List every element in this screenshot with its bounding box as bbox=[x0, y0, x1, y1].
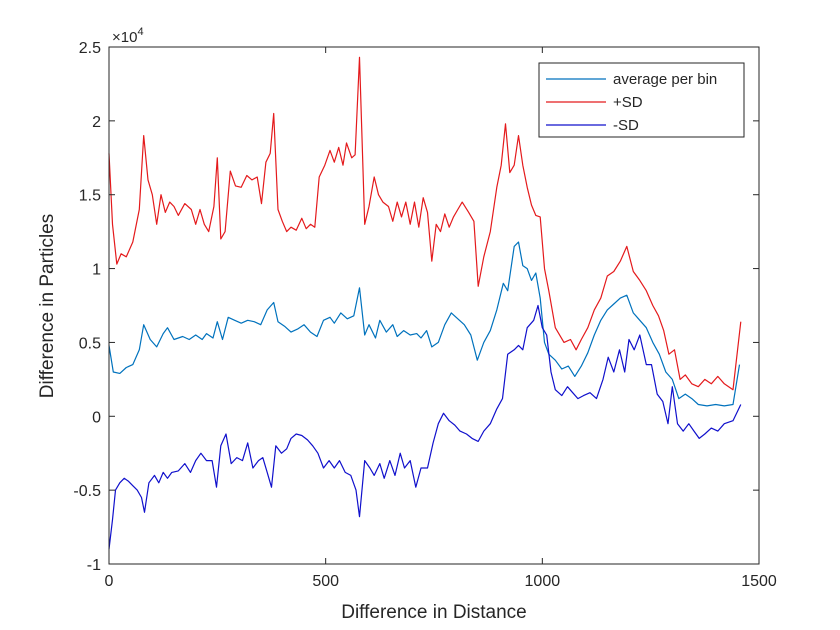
x-tick-label: 0 bbox=[105, 573, 114, 590]
y-tick-label: -0.5 bbox=[73, 483, 101, 500]
y-tick-label: 2 bbox=[92, 114, 101, 131]
series-line-0 bbox=[108, 241, 741, 407]
y-tick-label: -1 bbox=[87, 557, 101, 574]
y-exponent-power: 4 bbox=[137, 26, 143, 38]
y-tick-label: 1 bbox=[92, 262, 101, 279]
y-axis-ticks: -1 -0.5 0 0.5 1 1.5 2 2.5 bbox=[73, 40, 759, 574]
y-tick-label: 1.5 bbox=[79, 188, 101, 205]
x-tick-label: 1000 bbox=[525, 573, 561, 590]
legend-label-2: -SD bbox=[613, 117, 639, 134]
legend-entries: average per bin +SD -SD bbox=[546, 71, 717, 134]
series-line-2 bbox=[108, 304, 742, 550]
x-tick-label: 500 bbox=[312, 573, 339, 590]
y-axis-label: Difference in Particles bbox=[37, 214, 58, 398]
x-axis-label: Difference in Distance bbox=[341, 602, 527, 623]
plot-frame bbox=[108, 46, 760, 565]
y-tick-label: 2.5 bbox=[79, 40, 101, 57]
y-tick-label: 0 bbox=[92, 409, 101, 426]
legend-label-1: +SD bbox=[613, 94, 643, 111]
legend-label-0: average per bin bbox=[613, 71, 717, 88]
series-layer bbox=[108, 56, 742, 550]
y-exponent-label: ×104 bbox=[112, 26, 144, 46]
x-axis-ticks: 0 500 1000 1500 bbox=[105, 47, 777, 590]
x-tick-label: 1500 bbox=[741, 573, 777, 590]
legend: average per bin +SD -SD bbox=[538, 62, 745, 138]
series-line-1 bbox=[108, 56, 742, 391]
y-tick-label: 0.5 bbox=[79, 335, 101, 352]
